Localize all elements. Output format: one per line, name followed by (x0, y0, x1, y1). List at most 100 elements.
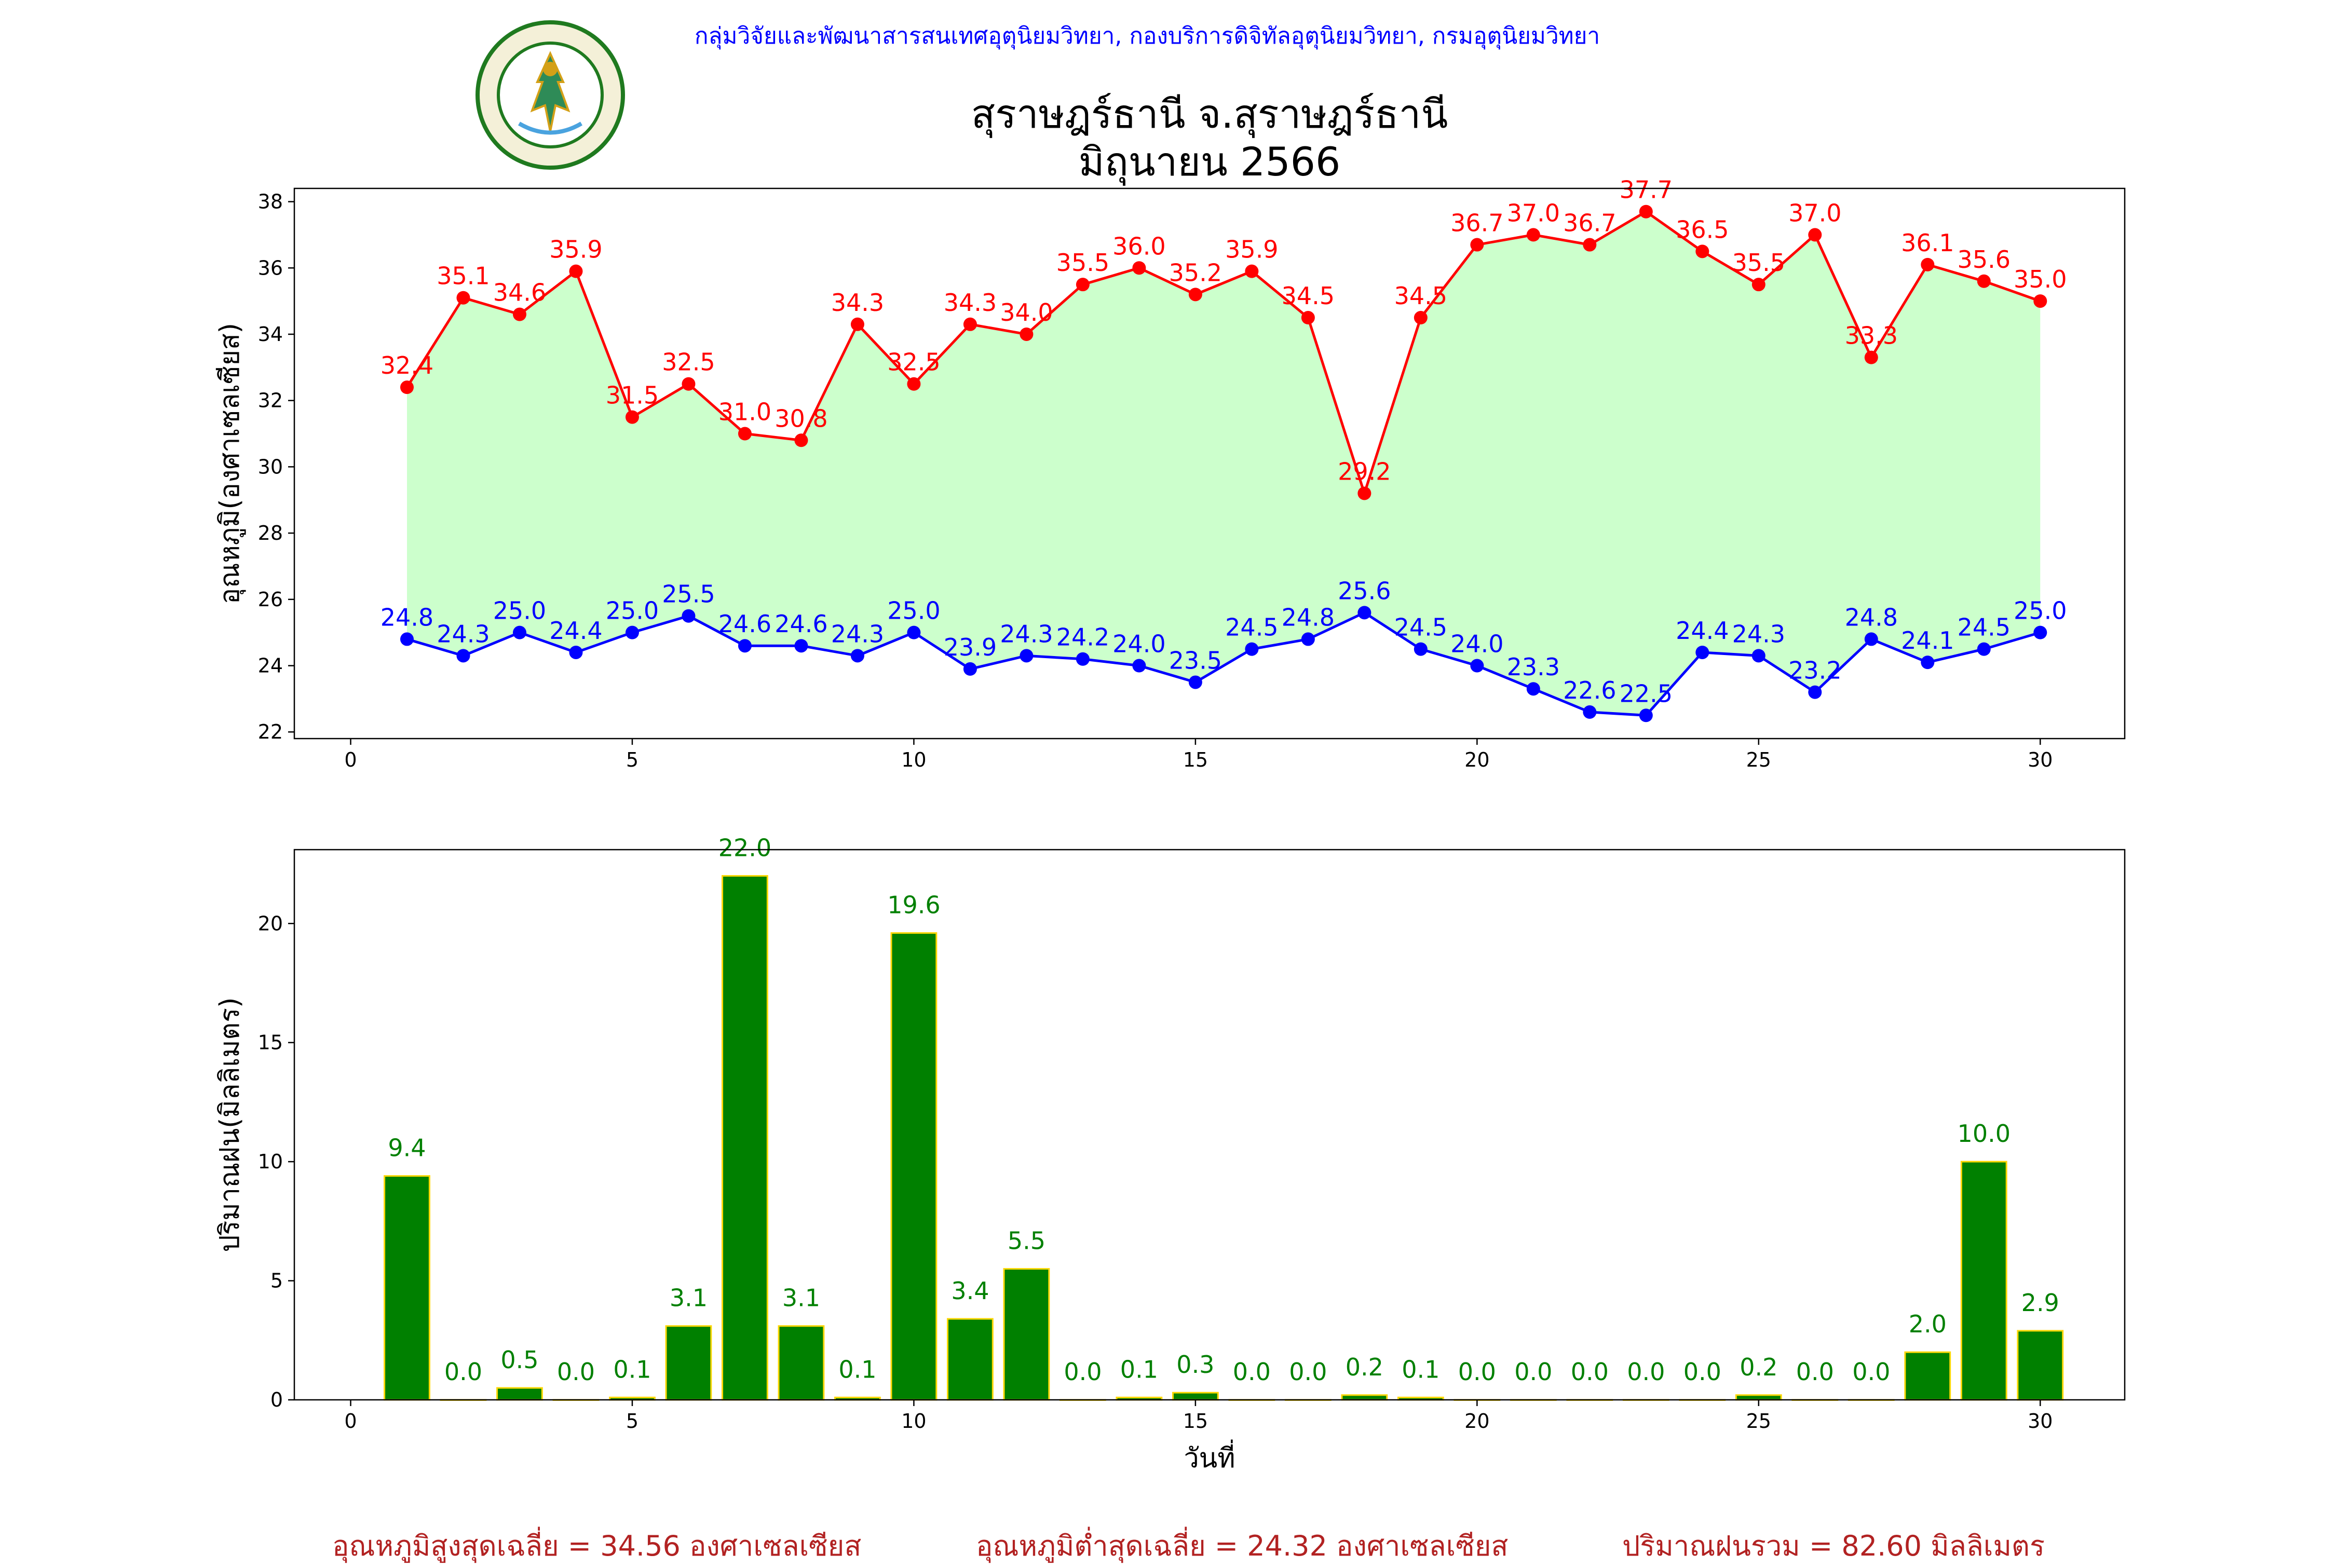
rain-data-label: 0.1 (613, 1355, 651, 1383)
min-temp-point (1076, 652, 1090, 666)
min-temp-point (1864, 632, 1878, 646)
rainfall-ytick-label: 10 (258, 1150, 283, 1173)
max-temp-data-label: 35.1 (437, 262, 490, 290)
rainfall-ytick-label: 20 (258, 912, 283, 935)
min-temp-data-label: 24.5 (1225, 613, 1278, 642)
rain-data-label: 0.0 (1233, 1358, 1271, 1386)
temperature-xtick-label: 25 (1746, 748, 1771, 771)
rain-data-label: 0.0 (1796, 1358, 1834, 1386)
max-temp-point (1357, 486, 1371, 500)
max-temp-point (1695, 244, 1709, 258)
rain-data-label: 5.5 (1008, 1227, 1045, 1255)
rain-data-label: 0.1 (838, 1355, 876, 1383)
rain-data-label: 0.0 (1514, 1358, 1552, 1386)
rain-bar (1003, 1268, 1050, 1401)
min-temp-data-label: 22.5 (1620, 679, 1673, 707)
min-temp-point (1808, 685, 1822, 699)
min-temp-data-label: 24.5 (1958, 613, 2011, 642)
max-temp-point (963, 317, 977, 331)
min-temp-point (1695, 645, 1709, 659)
summary-avg-min: อุณหภูมิต่ำสุดเฉลี่ย = 24.32 องศาเซลเซีย… (976, 1530, 1509, 1562)
max-temp-point (1301, 311, 1315, 325)
min-temp-data-label: 24.3 (1000, 620, 1053, 648)
tmd-logo (476, 20, 625, 170)
min-temp-data-label: 25.0 (606, 597, 659, 625)
min-temp-data-label: 24.2 (1056, 623, 1109, 651)
max-temp-data-label: 34.3 (831, 289, 884, 317)
temperature-ytick-label: 38 (258, 190, 283, 213)
min-temp-data-label: 24.6 (775, 610, 827, 638)
rain-bar (722, 875, 768, 1401)
max-temp-line (405, 210, 2041, 498)
rain-bar (1172, 1392, 1219, 1401)
temperature-ytick-label: 26 (258, 588, 283, 611)
max-temp-point (625, 410, 639, 424)
temperature-ytick-label: 28 (258, 522, 283, 544)
temperature-xtick-label: 30 (2028, 748, 2053, 771)
max-temp-data-label: 35.9 (1225, 236, 1278, 264)
min-temp-point (625, 625, 639, 639)
max-temp-point (1583, 238, 1597, 252)
temperature-ytick-label: 34 (258, 323, 283, 346)
rain-data-label: 0.2 (1346, 1353, 1383, 1381)
max-temp-point (1020, 327, 1034, 341)
rain-bar (947, 1318, 994, 1401)
summary-avg-max: อุณหภูมิสูงสุดเฉลี่ย = 34.56 องศาเซลเซีย… (332, 1530, 862, 1562)
rainfall-xtick-label: 20 (1464, 1410, 1489, 1433)
rain-bar (778, 1325, 825, 1401)
max-temp-data-label: 34.3 (944, 289, 997, 317)
max-temp-point (1188, 288, 1202, 302)
rainfall-xtick-label: 25 (1746, 1410, 1771, 1433)
temperature-xtick-label: 15 (1183, 748, 1208, 771)
rain-data-label: 3.1 (782, 1284, 820, 1312)
rain-bar (2017, 1330, 2064, 1401)
max-temp-data-label: 37.7 (1620, 176, 1673, 204)
rain-data-label: 0.0 (1571, 1358, 1609, 1386)
rain-data-label: 0.0 (1064, 1358, 1102, 1386)
max-temp-data-label: 36.0 (1112, 232, 1165, 260)
max-temp-point (850, 317, 864, 331)
min-temp-point (682, 609, 696, 623)
temperature-y-axis-label: อุณหภูมิ(องศาเซลเซียส) (214, 323, 246, 604)
rain-data-label: 0.0 (1852, 1358, 1890, 1386)
max-temp-data-label: 34.6 (493, 279, 546, 307)
min-temp-point (1583, 705, 1597, 719)
temperature-ytick-label: 30 (258, 455, 283, 478)
max-temp-point (569, 264, 583, 278)
max-temp-point (1245, 264, 1259, 278)
max-temp-data-label: 37.0 (1507, 199, 1560, 227)
min-temp-point (456, 649, 470, 663)
rainfall-xtick-label: 15 (1183, 1410, 1208, 1433)
min-temp-data-label: 24.8 (1282, 603, 1335, 631)
rainfall-ytick-label: 15 (258, 1031, 283, 1054)
rainfall-xtick-label: 10 (901, 1410, 926, 1433)
max-temp-data-label: 36.5 (1676, 215, 1729, 243)
rain-data-label: 0.0 (557, 1358, 595, 1386)
min-temp-data-label: 24.4 (549, 617, 602, 645)
max-temp-point (1639, 204, 1653, 219)
max-temp-point (2033, 294, 2047, 308)
min-temp-point (1245, 642, 1259, 656)
min-temp-point (1470, 659, 1484, 673)
min-temp-point (1020, 649, 1034, 663)
min-temp-point (1751, 649, 1765, 663)
min-temp-data-label: 24.4 (1676, 617, 1729, 645)
max-temp-data-label: 35.5 (1732, 249, 1785, 277)
min-temp-point (1188, 675, 1202, 689)
rain-data-label: 0.1 (1402, 1355, 1439, 1383)
min-temp-data-label: 23.9 (944, 633, 997, 661)
max-temp-point (1864, 350, 1878, 364)
summary-total-rain: ปริมาณฝนรวม = 82.60 มิลลิเมตร (1622, 1530, 2045, 1562)
min-temp-point (1414, 642, 1428, 656)
max-temp-point (1751, 278, 1765, 292)
max-temp-data-label: 37.0 (1788, 199, 1841, 227)
max-temp-point (1526, 228, 1540, 242)
rain-data-label: 19.6 (887, 891, 940, 919)
rainfall-xtick-label: 5 (626, 1410, 639, 1433)
max-temp-point (1470, 238, 1484, 252)
max-temp-point (1808, 228, 1822, 242)
agency-credit: กลุ่มวิจัยและพัฒนาสารสนเทศอุตุนิยมวิทยา,… (694, 23, 1600, 49)
max-temp-point (738, 427, 752, 441)
max-temp-point (794, 433, 808, 447)
